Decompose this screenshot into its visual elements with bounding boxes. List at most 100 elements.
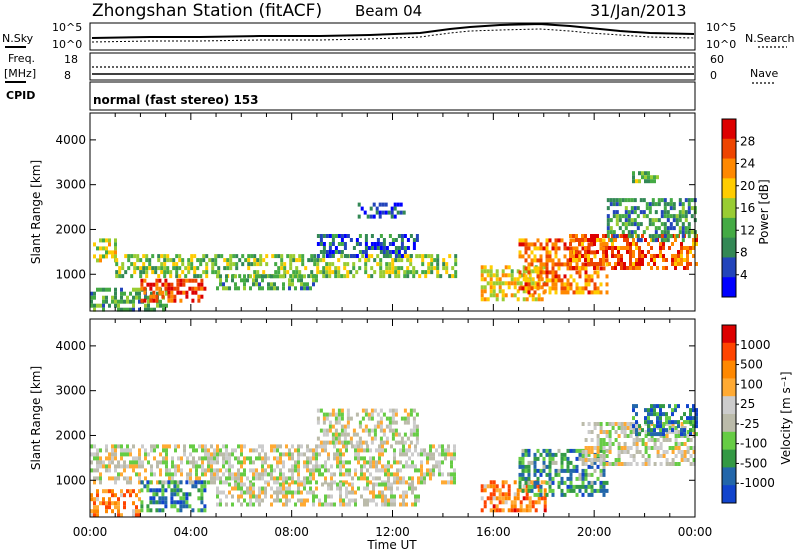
velocity-scatter-cell [536, 492, 540, 497]
velocity-scatter-cell [596, 446, 600, 450]
velocity-scatter-cell [602, 454, 606, 458]
velocity-scatter-cell [340, 408, 344, 413]
velocity-scatter-cell [599, 454, 603, 458]
velocity-scatter-cell [188, 504, 192, 509]
velocity-scatter-cell [370, 428, 374, 433]
power-scatter-cell [644, 171, 647, 176]
power-scatter-cell [671, 262, 674, 266]
power-scatter-cell [115, 258, 119, 263]
velocity-scatter-cell [321, 448, 324, 453]
power-scatter-cell [593, 250, 597, 255]
power-scatter-cell [157, 254, 161, 259]
velocity-scatter-cell [415, 424, 419, 429]
velocity-scatter-cell [566, 456, 570, 461]
velocity-scatter-cell [346, 408, 350, 413]
velocity-scatter-cell [146, 504, 150, 509]
velocity-scatter-cell [540, 480, 544, 485]
power-scatter-cell [390, 206, 394, 211]
velocity-scatter-cell [303, 476, 306, 481]
power-scatter-cell [120, 287, 123, 292]
power-scatter-cell [274, 270, 278, 275]
power-scatter-cell [684, 198, 688, 203]
power-scatter-cell [557, 258, 561, 263]
power-scatter-cell [536, 274, 540, 279]
power-scatter-cell [650, 246, 653, 250]
cpid-text: normal (fast stereo) 153 [93, 93, 259, 107]
velocity-scatter-cell [370, 440, 374, 445]
velocity-scatter-cell [200, 488, 204, 493]
power-scatter-cell [99, 303, 102, 308]
power-scatter-cell [219, 282, 222, 287]
velocity-scatter-cell [635, 450, 639, 454]
velocity-scatter-cell [578, 456, 582, 461]
power-scatter-cell [636, 234, 640, 239]
velocity-scatter-cell [186, 456, 189, 461]
velocity-scatter-cell [450, 452, 453, 457]
power-scatter-cell [629, 242, 632, 246]
power-scatter-cell [138, 307, 141, 312]
power-scatter-cell [93, 303, 96, 308]
power-scatter-cell [636, 214, 640, 219]
power-scatter-cell [114, 291, 117, 296]
velocity-scatter-cell [560, 452, 564, 457]
velocity-scatter-cell [306, 460, 309, 465]
power-scatter-cell [687, 234, 691, 239]
velocity-scatter-cell [333, 444, 336, 449]
velocity-scatter-cell [276, 476, 279, 481]
velocity-scatter-cell [656, 420, 659, 425]
power-scatter-cell [322, 254, 326, 259]
velocity-scatter-cell [126, 448, 129, 453]
velocity-scatter-cell [647, 428, 650, 433]
power-scatter-cell [358, 234, 362, 238]
velocity-scatter-cell [132, 464, 135, 469]
power-scatter-cell [307, 274, 311, 279]
power-scatter-cell [373, 246, 377, 250]
power-scatter-cell [545, 274, 549, 279]
velocity-scatter-cell [309, 448, 312, 453]
power-scatter-cell [609, 226, 613, 231]
power-scatter-cell [391, 242, 395, 246]
velocity-scatter-cell [394, 412, 398, 417]
power-scatter-cell [504, 265, 508, 270]
velocity-scatter-cell [200, 508, 204, 513]
velocity-scatter-cell [429, 472, 432, 477]
power-scatter-cell [602, 250, 605, 254]
velocity-colorbar-segment [722, 449, 736, 468]
velocity-scatter-cell [399, 460, 402, 465]
power-scatter-cell [157, 274, 161, 279]
velocity-scatter-cell [525, 492, 529, 497]
velocity-scatter-cell [288, 476, 291, 481]
velocity-scatter-cell [584, 476, 588, 481]
velocity-scatter-cell [590, 446, 594, 450]
power-scatter-cell [669, 206, 673, 211]
velocity-scatter-cell [282, 476, 285, 481]
velocity-scatter-cell [334, 416, 338, 421]
power-scatter-cell [163, 262, 167, 267]
power-scatter-cell [325, 234, 329, 238]
power-scatter-cell [663, 234, 667, 239]
power-scatter-cell [677, 250, 680, 254]
velocity-scatter-cell [584, 468, 588, 473]
velocity-scatter-cell [339, 494, 342, 499]
velocity-scatter-cell [231, 452, 234, 457]
power-scatter-cell [102, 238, 105, 243]
velocity-scatter-cell [339, 482, 342, 487]
power-scatter-cell [665, 258, 668, 262]
power-colorbar-segment [722, 277, 736, 298]
velocity-scatter-cell [309, 490, 312, 495]
power-scatter-cell [105, 295, 108, 300]
velocity-scatter-cell [569, 448, 573, 453]
velocity-scatter-cell [656, 446, 660, 450]
power-scatter-cell [663, 238, 667, 243]
power-scatter-cell [322, 246, 326, 250]
velocity-scatter-cell [551, 480, 555, 485]
velocity-scatter-cell [662, 404, 665, 409]
velocity-scatter-cell [111, 501, 114, 506]
power-scatter-cell [560, 278, 564, 283]
power-scatter-cell [522, 277, 526, 282]
velocity-scatter-cell [409, 432, 413, 437]
power-scatter-cell [394, 250, 398, 254]
velocity-scatter-cell [423, 476, 426, 481]
velocity-scatter-cell [315, 448, 318, 453]
power-scatter-cell [382, 250, 386, 254]
